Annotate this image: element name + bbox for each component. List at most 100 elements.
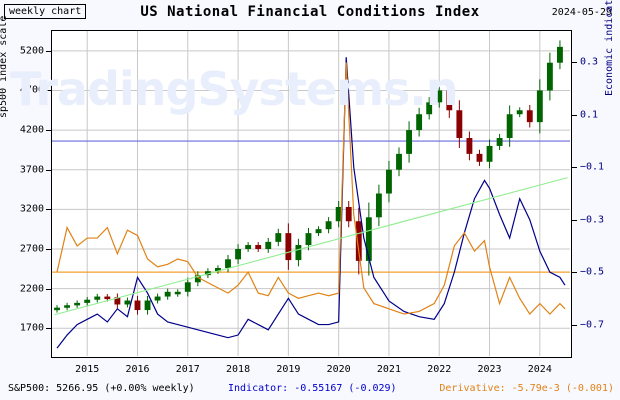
x-tick-9: 2024 <box>527 364 552 375</box>
candle-body <box>496 138 503 146</box>
candle-body <box>154 296 161 301</box>
candle-body <box>416 114 423 131</box>
x-tick-7: 2022 <box>427 364 452 375</box>
candle-body <box>446 90 453 111</box>
candle-body <box>506 114 513 139</box>
y-left-tickmark-3 <box>46 209 51 211</box>
y-left-tick-5: 4200 <box>19 124 44 136</box>
candle-body <box>225 259 231 269</box>
series-candlesticks <box>54 40 563 315</box>
candle-body <box>486 145 493 162</box>
y-right-tick-4: 0.1 <box>580 109 599 121</box>
candle-body <box>365 217 372 261</box>
y-right-tick-2: −0.3 <box>580 214 605 226</box>
candle-body <box>396 153 402 170</box>
candle-body <box>265 241 272 249</box>
candle-body <box>114 297 121 305</box>
y-left-tickmark-5 <box>46 130 51 132</box>
y-right-tick-1: −0.5 <box>580 266 605 278</box>
candle-body <box>174 291 181 295</box>
candle-body <box>335 206 342 222</box>
candle-body <box>54 307 60 311</box>
series-trend-line <box>54 177 568 316</box>
candle-body <box>526 110 533 123</box>
series-nfci-indicator <box>56 57 566 349</box>
y-left-tickmark-6 <box>46 90 51 92</box>
candle-body <box>476 153 483 162</box>
candle-body <box>516 110 523 115</box>
x-tick-6: 2021 <box>376 364 401 375</box>
candle-body <box>64 305 71 308</box>
y-axis-left-label: sp500 index scale <box>0 15 9 118</box>
candle-body <box>436 90 443 103</box>
candle-body <box>295 245 302 261</box>
candle-body <box>74 302 81 306</box>
x-tick-1: 2016 <box>125 364 150 375</box>
status-sp500: S&P500: 5266.95 (+0.00% weekly) <box>8 383 195 394</box>
y-left-tickmark-2 <box>46 248 51 250</box>
y-left-tickmark-4 <box>46 169 51 171</box>
candle-body <box>557 46 563 63</box>
x-tick-8: 2023 <box>477 364 502 375</box>
candle-body <box>285 233 292 261</box>
y-left-tickmark-1 <box>46 288 51 290</box>
y-axis-right-label: Economic indicator NFCI ( Index ) <box>604 0 615 96</box>
status-indicator: Indicator: -0.55167 (-0.029) <box>228 383 397 394</box>
x-tick-3: 2018 <box>226 364 251 375</box>
candle-body <box>546 62 553 91</box>
status-derivative: Derivative: -5.79e-3 (-0.001) <box>439 383 614 394</box>
y-right-tickmark-1 <box>572 272 577 274</box>
x-tick-5: 2020 <box>326 364 351 375</box>
candle-body <box>426 102 433 115</box>
candle-body <box>164 291 171 297</box>
y-right-tick-0: −0.7 <box>580 319 605 331</box>
candle-body <box>134 300 141 311</box>
y-right-tickmark-3 <box>572 167 577 169</box>
y-left-tick-1: 2200 <box>19 283 44 295</box>
candle-body <box>345 206 352 222</box>
candle-body <box>84 299 91 303</box>
x-tick-0: 2015 <box>75 364 100 375</box>
y-right-tickmark-5 <box>572 62 577 64</box>
candle-body <box>144 300 151 311</box>
plot-area <box>51 30 572 358</box>
candle-body <box>245 245 252 249</box>
candle-body <box>315 229 322 234</box>
y-right-tickmark-4 <box>572 114 577 116</box>
candle-body <box>406 130 413 154</box>
chart-period-badge: weekly chart <box>4 4 87 19</box>
candle-body <box>184 282 191 292</box>
y-left-tick-3: 3200 <box>19 203 44 215</box>
plot-canvas <box>52 31 570 356</box>
candle-body <box>305 233 312 246</box>
candle-body <box>325 221 332 230</box>
page-title: US National Financial Conditions Index <box>140 4 480 20</box>
chart-date-label: 2024-05-29 <box>551 7 612 18</box>
candle-body <box>235 248 242 260</box>
y-left-tick-7: 5200 <box>19 45 44 57</box>
y-right-tick-3: −0.1 <box>580 161 605 173</box>
candle-body <box>204 271 211 276</box>
candle-body <box>124 300 131 305</box>
candle-body <box>386 169 392 194</box>
y-left-tick-4: 3700 <box>19 164 44 176</box>
y-left-tickmark-0 <box>46 328 51 330</box>
y-right-tick-5: 0.3 <box>580 56 599 68</box>
y-left-tick-6: 4700 <box>19 84 44 96</box>
candle-body <box>194 275 201 283</box>
candle-body <box>104 296 111 300</box>
candle-body <box>215 268 221 272</box>
candle-body <box>375 193 382 218</box>
candle-body <box>456 110 463 139</box>
candle-body <box>275 233 282 242</box>
x-tick-4: 2019 <box>276 364 301 375</box>
candle-body <box>255 245 262 249</box>
y-right-tickmark-0 <box>572 324 577 326</box>
y-left-tick-2: 2700 <box>19 243 44 255</box>
x-tick-2: 2017 <box>175 364 200 375</box>
y-left-tick-0: 1700 <box>19 322 44 334</box>
y-right-tickmark-2 <box>572 219 577 221</box>
candle-body <box>94 296 101 300</box>
y-left-tickmark-7 <box>46 50 51 52</box>
